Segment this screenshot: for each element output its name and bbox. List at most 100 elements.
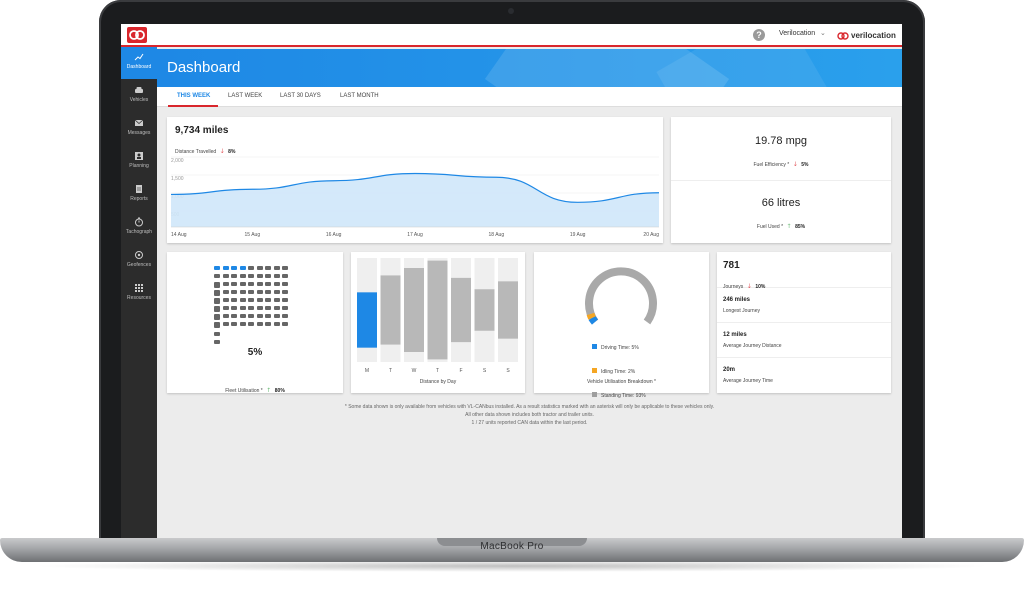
sidebar-item-resources[interactable]: Resources [121, 278, 157, 310]
legend-label: Idling Time: 2% [601, 369, 636, 375]
help-icon[interactable]: ? [753, 29, 765, 41]
series-line [170, 172, 660, 203]
efficiency-block: 19.78 mpg Fuel Efficiency * 🡓 5% [671, 135, 891, 171]
sidebar: Dashboard Vehicles Messages Planning Rep… [121, 47, 157, 538]
sidebar-item-label: Reports [130, 196, 148, 202]
vehicle-icon [239, 314, 246, 318]
avg-distance-value: 12 miles [723, 332, 747, 338]
footnote-line: All other data shown includes both tract… [465, 412, 594, 418]
journeys-count: 781 [723, 260, 740, 271]
efficiency-change: 5% [801, 162, 809, 168]
x-tick-label: F [459, 368, 462, 374]
area-fill [171, 173, 659, 227]
car-icon [135, 87, 143, 93]
sidebar-item-vehicles[interactable]: Vehicles [121, 80, 157, 112]
vehicle-icon [222, 306, 229, 310]
vehicle-icon [214, 308, 220, 312]
vehicle-icon [248, 282, 254, 286]
legend-standing: Standing Time: 93% [592, 384, 646, 402]
vehicle-icon [248, 274, 254, 278]
vehicle-icon [248, 266, 254, 270]
vehicle-icon [239, 298, 246, 302]
vehicle-icon [214, 282, 220, 286]
vehicle-icon [248, 314, 254, 318]
vehicle-icon [273, 274, 280, 278]
sidebar-item-planning[interactable]: Planning [121, 146, 157, 178]
sidebar-item-geofences[interactable]: Geofences [121, 245, 157, 277]
sidebar-item-label: Planning [129, 163, 149, 169]
vehicle-icon [214, 316, 220, 320]
screen: ? Verilocation ⌄ verilocation Dashboard … [121, 24, 902, 538]
utilisation-gauge [585, 267, 657, 325]
trend-icon [134, 53, 144, 61]
tab-last-30-days[interactable]: LAST 30 DAYS [280, 93, 321, 99]
vehicle-icon [273, 266, 280, 270]
arrow-down-icon: 🡓 [220, 149, 224, 155]
journeys-change: 10% [755, 284, 766, 290]
x-tick-label: 18 Aug [489, 232, 505, 238]
vehicle-icon [256, 266, 263, 270]
fuel-label: Fuel Used * [756, 224, 784, 230]
vehicle-icon [265, 282, 271, 286]
arrow-up-icon: 🡑 [267, 388, 271, 394]
vehicle-icon [214, 274, 220, 278]
bar [427, 260, 448, 360]
vehicle-icon [273, 298, 280, 302]
bar [451, 277, 471, 343]
tab-last-week[interactable]: LAST WEEK [228, 93, 263, 99]
vehicle-icon [273, 290, 280, 294]
vehicle-icon [214, 290, 220, 294]
tab-last-month[interactable]: LAST MONTH [340, 93, 379, 99]
user-menu[interactable]: Verilocation [779, 30, 816, 37]
x-tick-label: 14 Aug [171, 232, 187, 238]
fuel-card: 19.78 mpg Fuel Efficiency * 🡓 5% 66 litr… [671, 117, 891, 243]
vehicle-icon [273, 314, 280, 318]
vehicle-icon [265, 298, 271, 302]
tab-this-week[interactable]: THIS WEEK [177, 93, 211, 99]
vehicle-icon [256, 282, 263, 286]
sidebar-item-dashboard[interactable]: Dashboard [121, 47, 157, 79]
app-logo-icon[interactable] [127, 27, 147, 43]
fuel-block: 66 litres Fuel Used * 🡑 85% [671, 197, 891, 233]
bar [357, 292, 377, 348]
sidebar-item-label: Dashboard [126, 64, 152, 70]
vehicle-icon [282, 282, 288, 286]
x-tick-label: 16 Aug [326, 232, 342, 238]
avg-distance-row: 12 miles Average Journey Distance [717, 323, 891, 358]
legend-idling: Idling Time: 2% [592, 360, 646, 378]
fleet-row [214, 300, 298, 328]
vehicle-icon [222, 266, 229, 270]
vehicle-icon [222, 322, 229, 326]
sidebar-item-label: Geofences [126, 262, 152, 268]
fleet-vehicle-grid [214, 260, 298, 344]
vehicle-icon [222, 298, 229, 302]
sidebar-item-messages[interactable]: Messages [121, 113, 157, 145]
bar [380, 275, 401, 345]
fleet-row [214, 316, 298, 344]
vehicle-icon [248, 298, 254, 302]
vehicle-icon [214, 284, 220, 288]
distance-value: 9,734 miles [175, 125, 229, 136]
chevron-down-icon[interactable]: ⌄ [820, 30, 826, 37]
footnote-line: 1 / 27 units reported CAN data within th… [471, 420, 588, 426]
page-header: Dashboard [157, 49, 902, 87]
journeys-count-row: 781 Journeys 🡓 10% [717, 252, 891, 290]
vehicle-icon [231, 274, 237, 278]
avg-time-row: 20m Average Journey Time [717, 358, 891, 393]
x-tick-label: M [365, 368, 369, 374]
sidebar-item-reports[interactable]: Reports [121, 179, 157, 211]
vehicle-icon [231, 298, 237, 302]
fleet-row [214, 276, 298, 304]
x-tick-label: 15 Aug [245, 232, 261, 238]
x-tick-label: T [389, 368, 392, 374]
sidebar-item-tachograph[interactable]: Tachograph [121, 212, 157, 244]
distance-by-day-label: Distance by Day [419, 379, 457, 385]
vehicle-icon [273, 282, 280, 286]
utilisation-legend: Driving Time: 5% Idling Time: 2% Standin… [592, 336, 646, 402]
fleet-label: Fleet Utilisation * [225, 388, 263, 394]
grid-icon [135, 284, 143, 292]
legend-swatch [592, 344, 597, 349]
brand-mark-icon [837, 31, 849, 40]
vehicle-icon [273, 306, 280, 310]
